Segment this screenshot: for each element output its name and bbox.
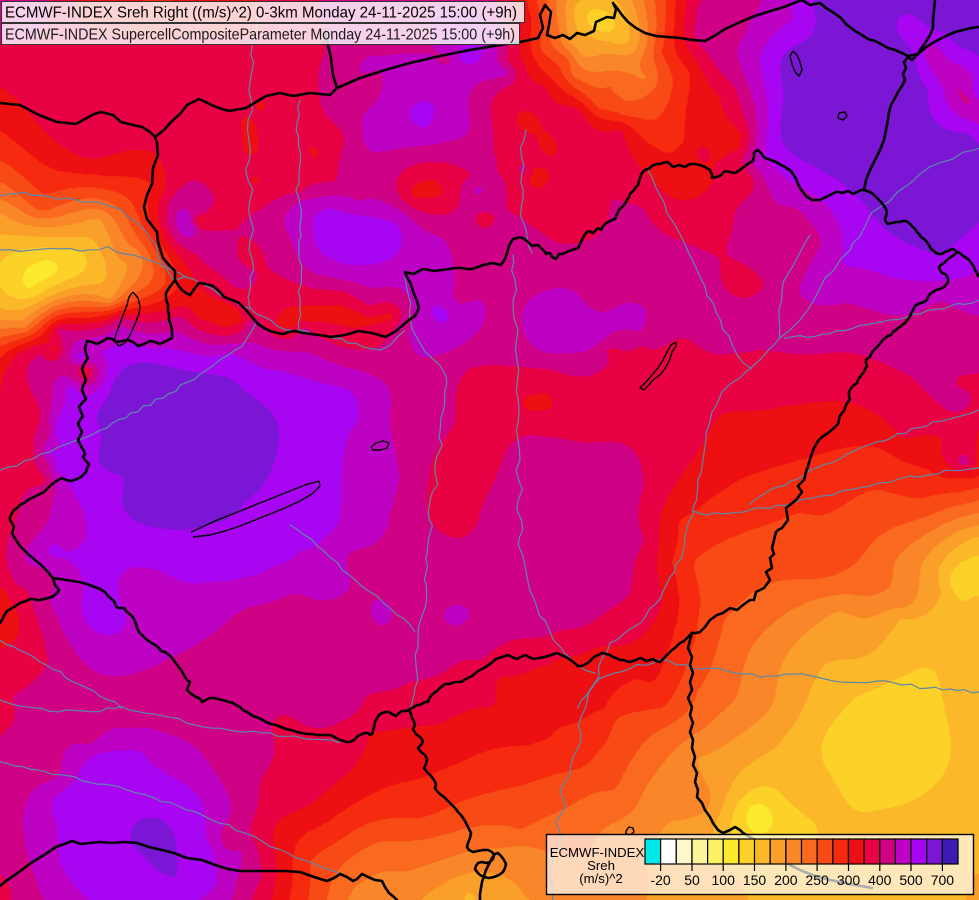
svg-text:-20: -20 bbox=[650, 872, 670, 888]
svg-text:500: 500 bbox=[899, 872, 923, 888]
svg-text:200: 200 bbox=[774, 872, 798, 888]
svg-text:700: 700 bbox=[931, 872, 955, 888]
svg-text:ECMWF-INDEX SupercellComposite: ECMWF-INDEX SupercellCompositeParameter … bbox=[5, 27, 515, 44]
svg-text:ECMWF-INDEX: ECMWF-INDEX bbox=[550, 845, 645, 860]
svg-text:250: 250 bbox=[805, 872, 829, 888]
svg-text:ECMWF-INDEX Sreh Right ((m/s)^: ECMWF-INDEX Sreh Right ((m/s)^2) 0-3km M… bbox=[5, 5, 517, 22]
svg-text:(m/s)^2: (m/s)^2 bbox=[579, 871, 623, 886]
svg-text:300: 300 bbox=[837, 872, 861, 888]
svg-text:Sreh: Sreh bbox=[587, 858, 615, 873]
svg-text:150: 150 bbox=[743, 872, 767, 888]
svg-text:400: 400 bbox=[868, 872, 892, 888]
svg-text:100: 100 bbox=[712, 872, 736, 888]
svg-text:50: 50 bbox=[684, 872, 700, 888]
